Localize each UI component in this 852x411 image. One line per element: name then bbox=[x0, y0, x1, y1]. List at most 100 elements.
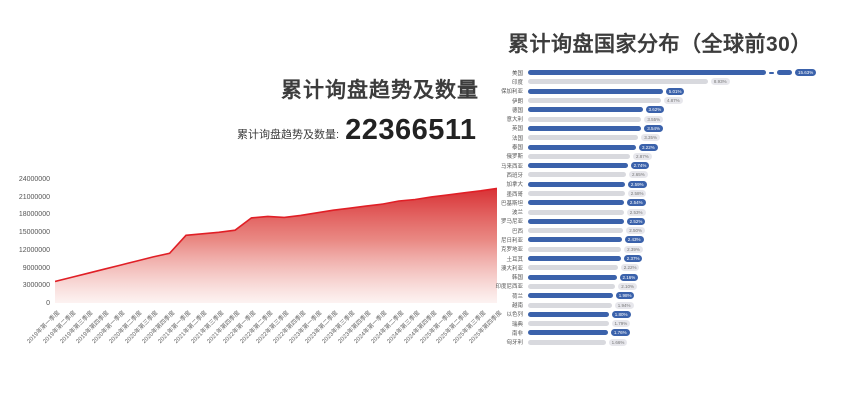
y-axis-labels: 24000000 21000000 18000000 15000000 12000000… bbox=[0, 176, 50, 308]
country-bar[interactable] bbox=[528, 274, 617, 280]
country-bar[interactable] bbox=[528, 237, 622, 243]
value-badge: 4.87% bbox=[663, 97, 683, 105]
country-bar[interactable] bbox=[528, 339, 606, 345]
bar-row: 巴西 2.50% bbox=[450, 226, 850, 235]
country-label: 越南 bbox=[511, 303, 523, 310]
value-badge: 3.55% bbox=[644, 115, 664, 123]
bar-row: 英国 3.54% bbox=[450, 124, 850, 133]
bar-row: 韩国 2.16% bbox=[450, 273, 850, 282]
value-badge: 1.94% bbox=[614, 301, 634, 309]
left-chart-stat: 累计询盘趋势及数量: 22366511 bbox=[237, 114, 477, 147]
country-label: 法国 bbox=[511, 135, 523, 142]
value-badge: 1.80% bbox=[611, 310, 631, 318]
country-bar[interactable] bbox=[528, 153, 630, 159]
country-label: 印度尼西亚 bbox=[495, 284, 523, 291]
country-bar[interactable] bbox=[528, 116, 642, 122]
stat-label: 累计询盘趋势及数量: bbox=[237, 129, 340, 141]
country-bar[interactable] bbox=[528, 209, 624, 215]
bar-row: 巴基斯坦 2.54% bbox=[450, 198, 850, 207]
bar-row: 越南 1.94% bbox=[450, 300, 850, 309]
y-tick-label: 24000000 bbox=[18, 176, 50, 183]
country-label: 印度 bbox=[511, 79, 523, 86]
bar-row: 印度尼西亚 2.10% bbox=[450, 282, 850, 291]
value-badge: 3.62% bbox=[645, 106, 665, 114]
country-label: 德国 bbox=[511, 107, 523, 114]
country-bar[interactable] bbox=[528, 302, 612, 308]
value-badge: 15.63% bbox=[795, 69, 817, 77]
country-bar[interactable] bbox=[528, 330, 608, 336]
area-fill[interactable] bbox=[55, 188, 497, 303]
value-badge: 3.22% bbox=[639, 143, 658, 151]
area-line[interactable] bbox=[55, 187, 497, 283]
country-bar[interactable] bbox=[528, 321, 609, 327]
country-label: 伊朗 bbox=[511, 98, 523, 105]
bar-row: 墨西哥 2.58% bbox=[450, 189, 850, 198]
country-label: 土耳其 bbox=[506, 256, 523, 263]
bar-row: 南非 1.76% bbox=[450, 328, 850, 337]
country-bar[interactable] bbox=[528, 191, 625, 196]
country-bar-stub[interactable] bbox=[777, 70, 792, 76]
area-chart[interactable] bbox=[55, 180, 497, 303]
country-bar[interactable] bbox=[528, 228, 624, 234]
country-bar[interactable] bbox=[528, 172, 626, 178]
country-label: 俄罗斯 bbox=[506, 154, 523, 161]
value-badge: 1.76% bbox=[610, 329, 630, 337]
y-tick-label: 3000000 bbox=[22, 282, 50, 290]
country-bar[interactable] bbox=[528, 311, 609, 317]
country-bar[interactable] bbox=[528, 293, 613, 299]
country-label: 保加利亚 bbox=[500, 89, 523, 96]
country-bar[interactable] bbox=[528, 70, 766, 76]
country-label: 英国 bbox=[511, 126, 523, 133]
country-bar[interactable] bbox=[528, 107, 643, 113]
country-label: 澳大利亚 bbox=[500, 265, 523, 272]
country-label: 泰国 bbox=[511, 145, 523, 152]
area-chart-canvas[interactable] bbox=[55, 180, 497, 303]
bar-row: 俄罗斯 2.87% bbox=[450, 152, 850, 161]
value-badge: 1.66% bbox=[608, 338, 628, 346]
bar-row: 罗马尼亚 2.52% bbox=[450, 217, 850, 226]
country-label: 西班牙 bbox=[506, 172, 523, 179]
country-bar[interactable] bbox=[528, 246, 622, 252]
country-bar[interactable] bbox=[528, 200, 624, 206]
left-chart-title: 累计询盘趋势及数量 bbox=[281, 79, 479, 102]
bar-row: 印度 8.93% bbox=[450, 77, 850, 86]
value-badge: 2.54% bbox=[626, 199, 646, 207]
country-label: 瑞典 bbox=[511, 321, 523, 328]
country-bar[interactable] bbox=[528, 135, 639, 141]
country-bar[interactable] bbox=[528, 181, 625, 187]
value-badge: 1.79% bbox=[611, 320, 631, 328]
country-bar[interactable] bbox=[528, 283, 616, 289]
bar-row: 波兰 2.53% bbox=[450, 207, 850, 216]
value-badge: 2.53% bbox=[626, 208, 646, 216]
country-bar[interactable] bbox=[528, 88, 663, 94]
value-badge: 2.37% bbox=[623, 255, 643, 263]
country-bar[interactable] bbox=[528, 79, 708, 85]
country-bar[interactable] bbox=[528, 218, 624, 224]
country-bar[interactable] bbox=[528, 265, 618, 271]
value-badge: 2.39% bbox=[624, 245, 643, 253]
country-bar[interactable] bbox=[528, 256, 621, 262]
country-bar[interactable] bbox=[528, 144, 636, 150]
country-label: 墨西哥 bbox=[506, 191, 523, 198]
bar-row: 以色列 1.80% bbox=[450, 310, 850, 319]
bar-row: 意大利 3.55% bbox=[450, 114, 850, 123]
country-label: 加拿大 bbox=[506, 182, 523, 189]
country-bar[interactable] bbox=[528, 163, 628, 169]
country-label: 美国 bbox=[511, 70, 523, 77]
value-badge: 2.59% bbox=[627, 180, 647, 188]
bar-row: 美国 15.63% bbox=[450, 68, 850, 77]
bar-row: 澳大利亚 2.22% bbox=[450, 263, 850, 272]
country-bar[interactable] bbox=[528, 125, 642, 131]
value-badge: 2.50% bbox=[626, 227, 645, 235]
y-tick-label: 21000000 bbox=[18, 193, 50, 201]
country-bar[interactable] bbox=[528, 98, 661, 104]
y-tick-label: 9000000 bbox=[22, 264, 50, 272]
country-label: 荷兰 bbox=[511, 293, 523, 300]
country-label: 巴基斯坦 bbox=[500, 200, 523, 207]
bar-row: 加拿大 2.59% bbox=[450, 180, 850, 189]
value-badge: 2.22% bbox=[620, 264, 640, 272]
country-label: 波兰 bbox=[511, 210, 523, 217]
y-tick-label: 18000000 bbox=[18, 211, 50, 219]
value-badge: 2.52% bbox=[626, 217, 646, 225]
